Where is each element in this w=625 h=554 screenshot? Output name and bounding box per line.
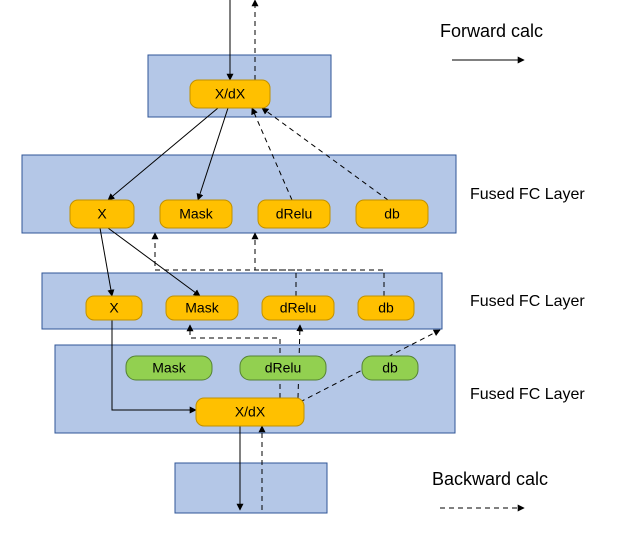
node-label-n9: Mask [152, 360, 186, 376]
diagram-canvas: X/dX X Mask dRelu db X Mask dRelu db Mask dRelu db X… [0, 0, 625, 554]
annotation-a1: Fused FC Layer [470, 186, 585, 203]
legend-forward-label: Forward calc [440, 21, 543, 41]
node-label-n3: dRelu [276, 206, 313, 222]
legend-backward-label: Backward calc [432, 469, 548, 489]
node-label-n12: X/dX [235, 404, 266, 420]
node-label-n8: db [378, 300, 394, 316]
node-label-n0: X/dX [215, 86, 246, 102]
annotation-a3: Fused FC Layer [470, 386, 585, 403]
layer-box-bottom-small [175, 463, 327, 513]
node-label-n11: db [382, 360, 398, 376]
node-label-n7: dRelu [280, 300, 317, 316]
node-label-n6: Mask [185, 300, 219, 316]
node-label-n2: Mask [179, 206, 213, 222]
node-label-n10: dRelu [265, 360, 302, 376]
node-label-n5: X [109, 300, 119, 316]
annotation-a2: Fused FC Layer [470, 293, 585, 310]
node-label-n4: db [384, 206, 400, 222]
node-label-n1: X [97, 206, 107, 222]
